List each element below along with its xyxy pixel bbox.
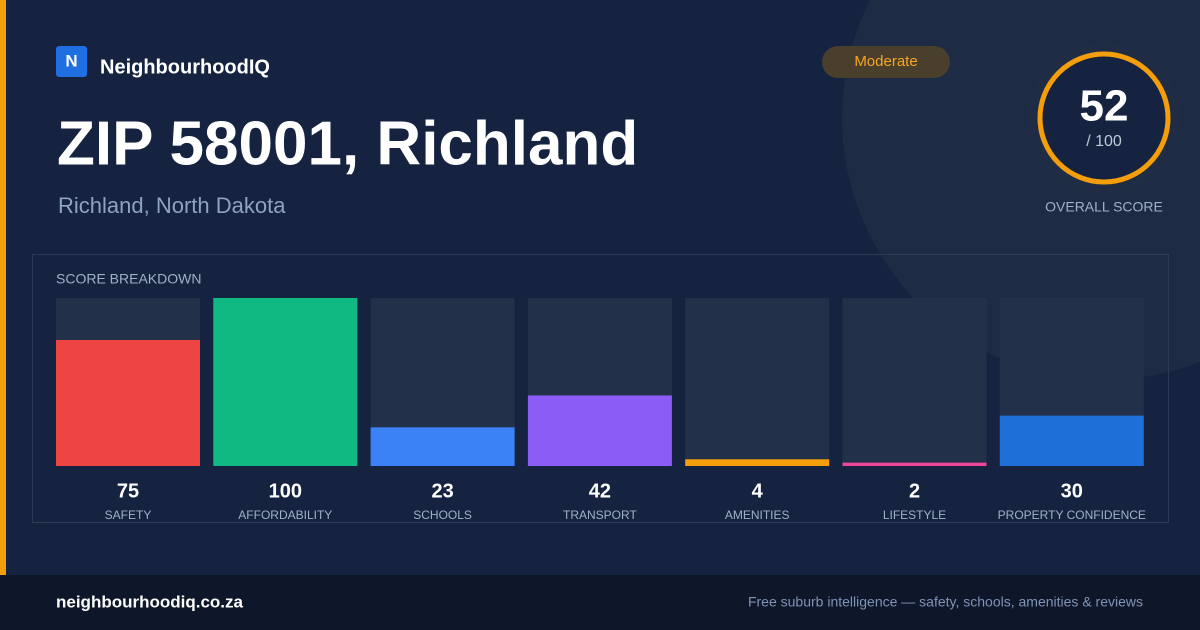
accent-stripe <box>0 0 6 575</box>
score-max: / 100 <box>1086 133 1122 150</box>
value-label: 23 <box>431 480 453 502</box>
chart-panel <box>32 254 1169 523</box>
chart-title: SCORE BREAKDOWN <box>56 271 201 287</box>
bar <box>527 395 672 466</box>
category-label: AFFORDABILITY <box>238 508 332 522</box>
title: ZIP 58001, Richland <box>57 109 638 178</box>
bar <box>842 462 987 466</box>
category-label: PROPERTY CONFIDENCE <box>998 508 1146 522</box>
footer-bar <box>0 575 1200 630</box>
brand-name: NeighbourhoodIQ <box>100 56 270 78</box>
value-label: 42 <box>589 480 611 502</box>
value-label: 30 <box>1061 480 1083 502</box>
overall-score: 52 <box>1080 82 1129 131</box>
logo: N <box>65 51 77 70</box>
logo-box <box>56 46 87 77</box>
badge <box>822 46 950 78</box>
bar <box>56 340 200 466</box>
bar <box>685 459 830 466</box>
value-label: 2 <box>909 480 920 502</box>
bar-track <box>685 298 830 466</box>
footer-site: neighbourhoodiq.co.za <box>56 592 244 611</box>
bar <box>999 415 1144 466</box>
bar <box>213 298 358 466</box>
badge-text: Moderate <box>854 53 917 70</box>
ring <box>1037 51 1171 185</box>
score-label: OVERALL SCORE <box>1045 199 1163 215</box>
category-label: TRANSPORT <box>563 508 637 522</box>
value-label: 4 <box>752 480 764 502</box>
value-label: 100 <box>269 480 302 502</box>
bar <box>370 427 515 466</box>
bar-track <box>842 298 987 466</box>
value-label: 75 <box>117 480 139 502</box>
category-label: LIFESTYLE <box>883 508 946 522</box>
footer-tagline: Free suburb intelligence — safety, schoo… <box>748 594 1143 610</box>
subtitle: Richland, North Dakota <box>58 193 286 218</box>
category-label: AMENITIES <box>725 508 790 522</box>
category-label: SCHOOLS <box>413 508 472 522</box>
category-label: SAFETY <box>105 508 152 522</box>
